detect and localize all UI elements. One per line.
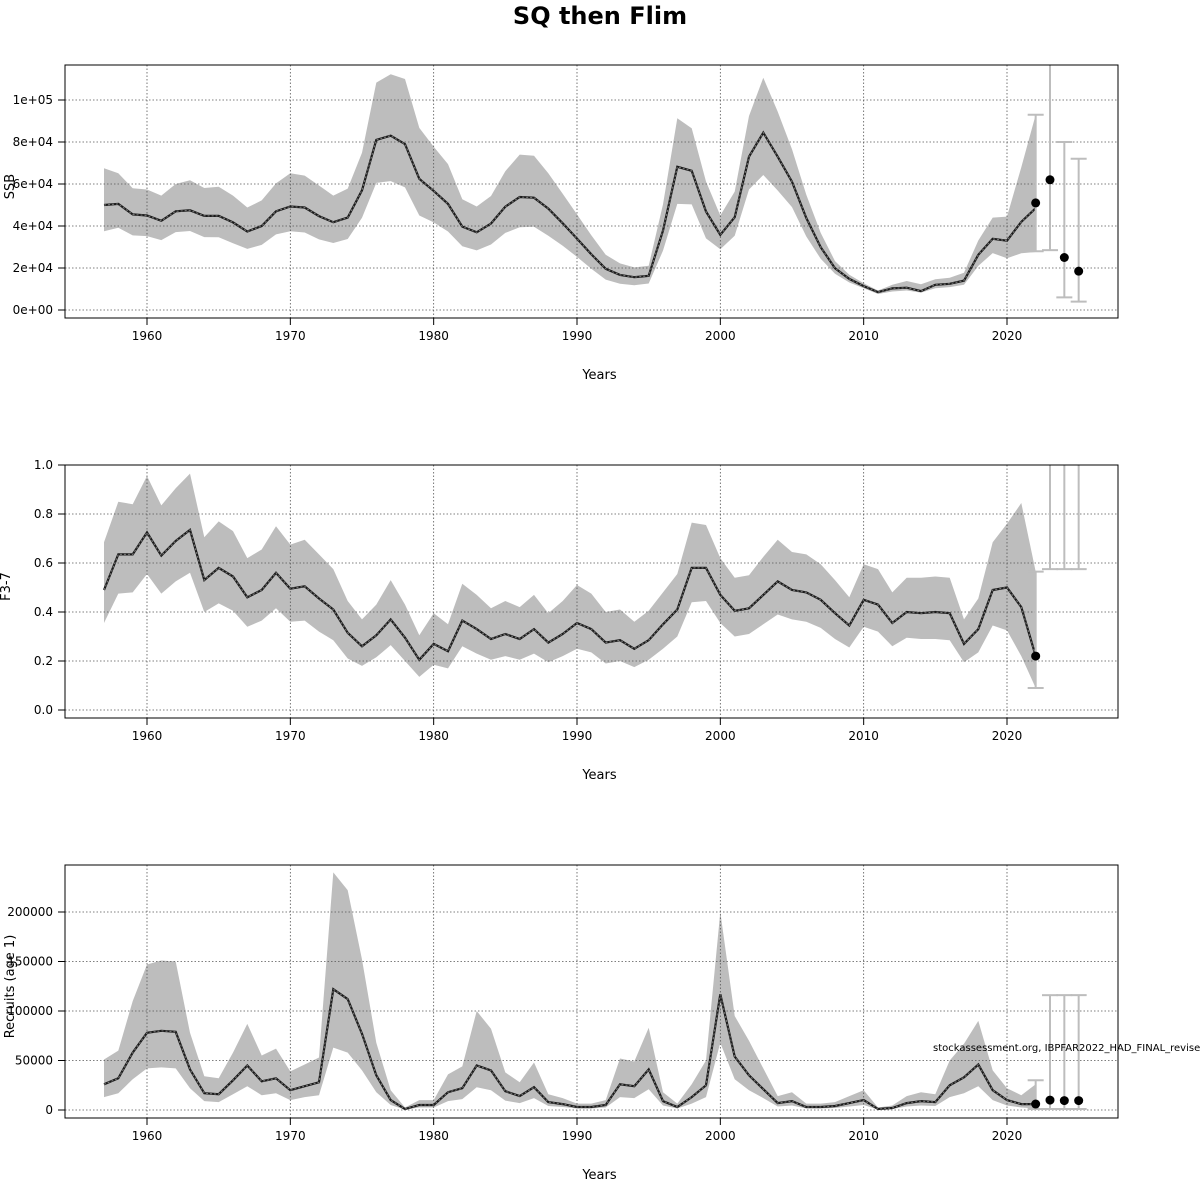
x-tick-label: 2020	[992, 1129, 1023, 1143]
x-tick-label: 1960	[132, 1129, 163, 1143]
panel-1: 1960 1970 1980 1990 2000 2010 2020 0e+00 2e+04 4e…	[3, 64, 1119, 383]
forecast-point	[1045, 175, 1055, 185]
y-tick-label: 8e+04	[13, 135, 53, 149]
y-tick-label: 0.0	[34, 703, 53, 717]
y-tick-label: 200000	[7, 905, 53, 919]
x-tick-label: 2020	[992, 329, 1023, 343]
plot-frame	[64, 864, 1119, 1119]
x-tick-label: 1960	[132, 329, 163, 343]
forecast-point	[1045, 1095, 1055, 1105]
plot-area	[65, 865, 1118, 1118]
x-tick-label: 2010	[848, 329, 879, 343]
confidence-band	[104, 74, 1036, 294]
forecast-point	[1059, 253, 1069, 262]
plot-frame	[64, 464, 1119, 719]
plot-frame	[64, 64, 1119, 319]
y-tick-label: 4e+04	[13, 219, 53, 233]
plot-area	[65, 65, 1118, 318]
y-tick-label: 1.0	[34, 458, 53, 472]
forecast-point	[1031, 198, 1041, 208]
confidence-band	[104, 473, 1036, 688]
x-axis-label: Years	[581, 368, 617, 383]
x-tick-label: 1960	[132, 729, 163, 743]
x-tick-label: 1990	[562, 1129, 593, 1143]
estimate-line-dots	[103, 988, 1036, 1110]
watermark: stockassessment.org, IBPFAR2022_HAD_FINA…	[933, 1043, 1200, 1054]
x-tick-label: 1970	[275, 729, 306, 743]
y-tick-label: 1e+05	[13, 93, 53, 107]
y-axis-label: Recruits (age 1)	[3, 935, 18, 1039]
y-tick-label: 150000	[7, 955, 53, 969]
x-tick-label: 1970	[275, 1129, 306, 1143]
y-tick-label: 0e+00	[13, 303, 53, 317]
x-tick-label: 1980	[418, 729, 449, 743]
x-tick-label: 1990	[562, 729, 593, 743]
y-tick-label: 100000	[7, 1004, 53, 1018]
x-tick-label: 1990	[562, 329, 593, 343]
panel-3: 1960 1970 1980 1990 2000 2010 2020 0 50000 100000…	[3, 864, 1119, 1183]
confidence-band	[104, 872, 1036, 1110]
forecast-point	[1031, 1099, 1041, 1109]
estimate-line-dots	[103, 529, 1037, 661]
y-axis-label: SSB	[3, 174, 18, 199]
y-tick-label: 0.8	[34, 507, 53, 521]
x-axis-label: Years	[581, 768, 617, 783]
forecast-point	[1059, 1096, 1069, 1106]
x-tick-label: 2000	[705, 1129, 736, 1143]
forecast-point	[1031, 651, 1041, 661]
y-tick-label: 2e+04	[13, 261, 53, 275]
y-axis-label: F3-7	[0, 572, 14, 601]
x-tick-label: 2010	[848, 729, 879, 743]
x-axis-label: Years	[581, 1168, 617, 1183]
plot-area	[65, 465, 1118, 718]
y-tick-label: 0	[45, 1103, 53, 1117]
y-tick-label: 0.6	[34, 556, 53, 570]
panel-2: 1960 1970 1980 1990 2000 2010 2020 0.0 0.2 0.4 0.6…	[0, 458, 1119, 783]
forecast-point	[1074, 1096, 1084, 1106]
x-tick-label: 2000	[705, 729, 736, 743]
x-tick-label: 2000	[705, 329, 736, 343]
y-tick-label: 0.4	[34, 605, 53, 619]
y-tick-label: 0.2	[34, 654, 53, 668]
chart-title: SQ then Flim	[512, 2, 688, 30]
x-tick-label: 2010	[848, 1129, 879, 1143]
y-tick-label: 50000	[15, 1054, 53, 1068]
x-tick-label: 1980	[418, 329, 449, 343]
y-tick-label: 6e+04	[13, 177, 53, 191]
estimate-line-dots	[103, 131, 1037, 293]
x-tick-label: 1980	[418, 1129, 449, 1143]
forecast-point	[1074, 266, 1084, 276]
x-tick-label: 2020	[992, 729, 1023, 743]
x-tick-label: 1970	[275, 329, 306, 343]
